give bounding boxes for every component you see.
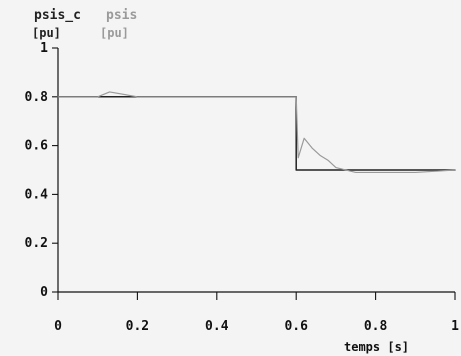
series-layer: [57, 91, 456, 174]
x-tick-label: 0.4: [205, 319, 229, 334]
y-tick-label: 0.2: [25, 236, 48, 251]
x-tick-label: 0.8: [364, 319, 388, 334]
x-tick-label: 1: [451, 319, 459, 334]
y-tick-label: 0.8: [25, 90, 49, 105]
y-tick-label: 0: [40, 285, 48, 300]
axes: [57, 48, 455, 293]
x-tick-label: 0.2: [126, 319, 149, 334]
y-tick-label: 1: [40, 41, 48, 56]
y-tick-label: 0.6: [25, 139, 49, 154]
series-2-line: [57, 91, 456, 174]
legend-series-1-label: psis_c: [34, 8, 81, 23]
series-1-line: [57, 96, 456, 171]
x-tick-label: 0.6: [284, 319, 308, 334]
series-1-unit-label: [pu]: [32, 26, 61, 40]
legend: psis_c psis [pu] [pu]: [32, 8, 137, 40]
ticks: 0 0.2 0.4 0.6 0.8 1 0 0.2 0.4 0.6 0.8 1: [25, 41, 460, 334]
y-tick-label: 0.4: [25, 187, 49, 202]
x-tick-label: 0: [54, 319, 62, 334]
x-axis-label: temps [s]: [344, 340, 409, 354]
series-2-unit-label: [pu]: [100, 26, 129, 40]
legend-series-2-label: psis: [106, 8, 137, 23]
